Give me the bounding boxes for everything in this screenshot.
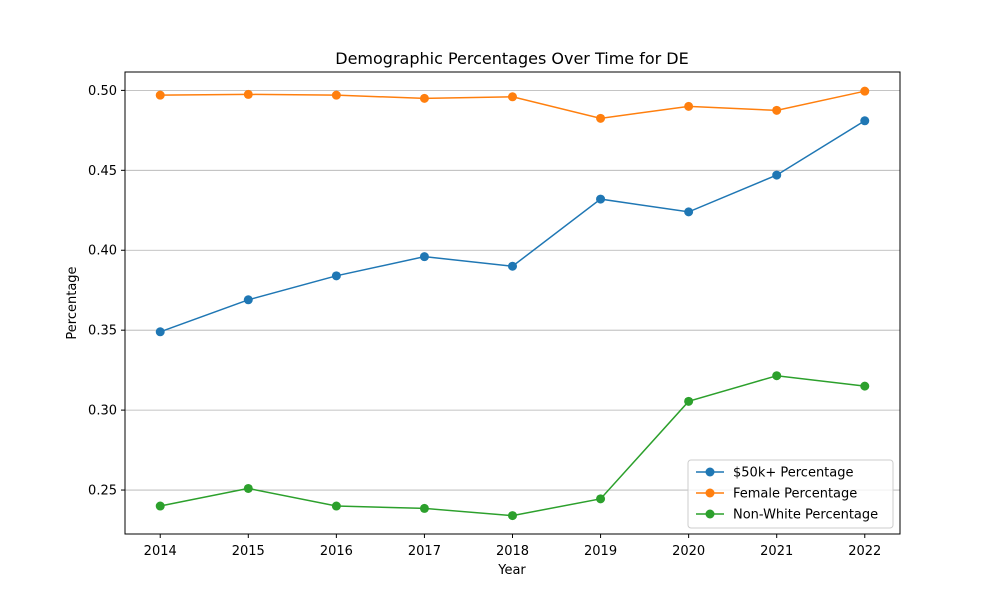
data-point — [155, 327, 165, 337]
data-point — [684, 207, 694, 217]
y-tick-label: 0.45 — [88, 164, 117, 179]
legend-label: $50k+ Percentage — [733, 466, 854, 481]
data-point — [155, 90, 165, 100]
y-tick-label: 0.30 — [88, 404, 117, 419]
x-tick-label: 2020 — [672, 544, 705, 559]
x-tick-label: 2017 — [408, 544, 441, 559]
y-tick-label: 0.35 — [88, 324, 117, 339]
legend-item: Female Percentage — [696, 487, 857, 502]
legend-item: Non-White Percentage — [696, 508, 878, 523]
y-tick-label: 0.25 — [88, 484, 117, 499]
series-line — [159, 120, 866, 333]
legend-box — [687, 459, 894, 529]
data-point — [772, 105, 782, 115]
data-point — [419, 252, 429, 262]
series-1 — [155, 86, 870, 123]
x-tick-label: 2014 — [144, 544, 177, 559]
series-0 — [155, 116, 870, 337]
data-point — [860, 381, 870, 391]
data-point — [772, 371, 782, 381]
x-tick-label: 2022 — [848, 544, 881, 559]
x-tick-label: 2019 — [584, 544, 617, 559]
x-tick-label: 2015 — [232, 544, 265, 559]
data-point — [155, 501, 165, 511]
data-point — [419, 503, 429, 513]
legend-label: Non-White Percentage — [733, 508, 878, 523]
data-point — [419, 93, 429, 103]
y-tick-label: 0.50 — [88, 84, 117, 99]
axes: 0.25 0.30 0.35 0.40 0.45 0.50 2014 2015 2016 2017… — [88, 84, 881, 559]
legend-swatch-marker — [705, 488, 715, 498]
data-point — [243, 89, 253, 99]
chart-title: Demographic Percentages Over Time for DE — [335, 49, 688, 68]
legend-swatch-marker — [705, 509, 715, 519]
data-point — [331, 501, 341, 511]
legend-label: Female Percentage — [733, 487, 857, 502]
data-point — [596, 113, 606, 123]
x-axis-label: Year — [497, 563, 526, 578]
data-point — [684, 101, 694, 111]
x-tick-label: 2021 — [760, 544, 793, 559]
x-tick-label: 2016 — [320, 544, 353, 559]
series-layer — [155, 86, 870, 521]
data-point — [508, 511, 517, 521]
data-point — [772, 170, 782, 180]
data-point — [684, 396, 694, 406]
data-point — [860, 116, 870, 126]
series-2 — [155, 371, 870, 521]
data-point — [508, 92, 517, 102]
data-point — [508, 261, 517, 271]
data-point — [331, 271, 341, 281]
legend-swatch-marker — [705, 467, 715, 477]
data-point — [596, 194, 606, 204]
grid-lines — [125, 89, 900, 491]
data-point — [331, 90, 341, 100]
legend: $50k+ Percentage Female Percentage Non-Whi… — [687, 459, 894, 529]
data-point — [860, 86, 870, 96]
y-tick-label: 0.40 — [88, 244, 117, 259]
y-axis-label: Percentage — [65, 266, 80, 339]
legend-item: $50k+ Percentage — [696, 466, 854, 481]
data-point — [243, 295, 253, 305]
data-point — [596, 494, 606, 504]
x-tick-label: 2018 — [496, 544, 529, 559]
data-point — [243, 483, 253, 493]
